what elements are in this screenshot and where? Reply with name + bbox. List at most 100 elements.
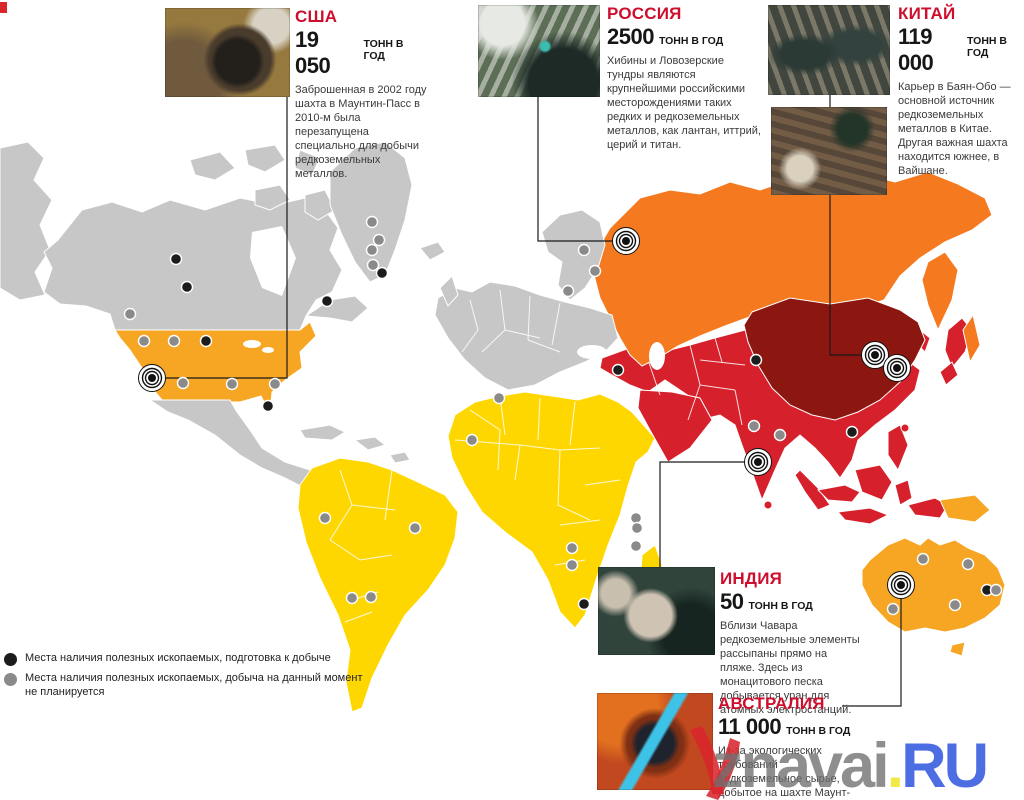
deposit-dot-not-planned: [886, 602, 900, 616]
mine-marker: [861, 341, 889, 369]
deposit-dot-not-planned: [565, 541, 579, 555]
corner-mark: [0, 2, 7, 13]
deposit-dot-not-planned: [268, 377, 282, 391]
deposit-dot-preparing: [199, 334, 213, 348]
country-name: КИТАЙ: [898, 4, 956, 23]
annual-tonnage: 2500: [607, 23, 654, 49]
tonnage-unit: ТОНН В ГОД: [748, 599, 813, 612]
deposit-dot-not-planned: [365, 243, 379, 257]
deposit-dot-preparing: [577, 597, 591, 611]
callout-usa: США 19 050 ТОНН В ГОД Заброшенная в 2002…: [295, 8, 427, 181]
country-description: Из-за экологических требований редкоземе…: [718, 744, 851, 800]
country-description: Карьер в Баян-Обо — основной источник ре…: [898, 80, 1011, 178]
country-russia: [593, 171, 993, 367]
usa-mine-photo: [165, 8, 290, 97]
deposit-dot-not-planned: [364, 590, 378, 604]
deposit-dot-not-planned: [137, 334, 151, 348]
callout-india: ИНДИЯ 50 ТОНН В ГОД Вблизи Чавара редкоз…: [720, 570, 860, 717]
deposit-dot-not-planned: [366, 258, 380, 272]
callout-china: КИТАЙ 119 000 ТОНН В ГОД Карьер в Баян-О…: [898, 5, 1022, 178]
annual-tonnage: 50: [720, 588, 744, 614]
deposit-dot-preparing: [180, 280, 194, 294]
deposit-dot-not-planned: [629, 539, 643, 553]
deposit-dot-not-planned: [408, 521, 422, 535]
deposit-dot-not-planned: [630, 521, 644, 535]
deposit-dot-not-planned: [345, 591, 359, 605]
tonnage-unit: ТОНН В ГОД: [786, 724, 851, 737]
mine-marker: [883, 354, 911, 382]
continent-north-america: [43, 141, 413, 331]
china-mine-photo-2: [771, 107, 887, 195]
deposit-dot-preparing: [611, 363, 625, 377]
annual-tonnage: 119 000: [898, 23, 934, 75]
deposit-dot-preparing: [169, 252, 183, 266]
deposit-dot-not-planned: [561, 284, 575, 298]
deposit-dot-preparing: [845, 425, 859, 439]
callout-russia: РОССИЯ 2500 ТОНН В ГОД Хибины и Ловозерс…: [607, 5, 762, 152]
country-description: Хибины и Ловозерские тундры являются кру…: [607, 54, 761, 152]
legend-item-not-planned: Места наличия полезных ископаемых, добыч…: [4, 672, 374, 700]
deposit-dot-not-planned: [372, 233, 386, 247]
country-name: АВСТРАЛИЯ: [718, 694, 825, 713]
deposit-dot-not-planned: [318, 511, 332, 525]
china-mine-photo-1: [768, 5, 890, 95]
black-dot-icon: [4, 653, 17, 666]
country-name: ИНДИЯ: [720, 569, 783, 588]
deposit-dot-preparing: [320, 294, 334, 308]
continent-europe: [419, 209, 665, 391]
deposit-dot-not-planned: [916, 552, 930, 566]
deposit-dot-not-planned: [961, 557, 975, 571]
mine-marker: [612, 227, 640, 255]
deposit-dot-not-planned: [492, 391, 506, 405]
legend-label: Места наличия полезных ископаемых, подго…: [25, 652, 331, 664]
deposit-dot-not-planned: [565, 558, 579, 572]
legend-item-preparing: Места наличия полезных ископаемых, подго…: [4, 652, 374, 666]
country-name: США: [295, 7, 338, 26]
country-name: РОССИЯ: [607, 4, 682, 23]
continent-ne-asia-fragment: [0, 141, 53, 301]
country-usa: [114, 321, 317, 416]
australia-mine-photo: [597, 693, 713, 790]
deposit-dot-preparing: [261, 399, 275, 413]
deposit-dot-not-planned: [365, 215, 379, 229]
gray-dot-icon: [4, 673, 17, 686]
india-mine-photo: [598, 567, 715, 655]
map-legend: Места наличия полезных ископаемых, подго…: [4, 652, 374, 706]
continent-south-america: [297, 457, 459, 713]
country-australia: [861, 537, 1006, 657]
deposit-dot-not-planned: [629, 511, 643, 525]
deposit-dots-layer: [123, 215, 1003, 616]
deposit-dot-not-planned: [747, 419, 761, 433]
country-description: Заброшенная в 2002 году шахта в Маунтин-…: [295, 83, 427, 181]
tonnage-unit: ТОНН В ГОД: [658, 34, 724, 47]
annual-tonnage: 19 050: [295, 26, 331, 78]
annual-tonnage: 11 000: [718, 713, 782, 739]
deposit-dot-not-planned: [123, 307, 137, 321]
deposit-dot-not-planned: [465, 433, 479, 447]
deposit-dot-not-planned: [948, 598, 962, 612]
region-central-america: [148, 399, 411, 499]
deposit-dot-not-planned: [773, 428, 787, 442]
deposit-dot-not-planned: [167, 334, 181, 348]
deposit-dot-not-planned: [577, 243, 591, 257]
callout-australia: АВСТРАЛИЯ 11 000 ТОНН В ГОД Из-за эколог…: [718, 695, 863, 800]
tonnage-unit: ТОНН В ГОД: [363, 37, 404, 62]
deposit-dot-not-planned: [176, 376, 190, 390]
mine-marker: [138, 364, 166, 392]
legend-label: Места наличия полезных ископаемых, добыч…: [25, 672, 363, 698]
callout-connectors: [166, 95, 902, 707]
deposit-dot-not-planned: [989, 583, 1003, 597]
tonnage-unit: ТОНН В ГОД: [967, 34, 1008, 59]
mine-marker: [744, 448, 772, 476]
deposit-dot-not-planned: [588, 264, 602, 278]
country-description: Вблизи Чавара редкоземельные элементы ра…: [720, 619, 860, 717]
mine-marker: [887, 571, 915, 599]
deposit-dot-preparing: [375, 266, 389, 280]
deposit-dot-not-planned: [225, 377, 239, 391]
greenland: [329, 141, 413, 283]
deposit-dot-preparing: [749, 353, 763, 367]
russia-mine-photo: [478, 5, 600, 97]
mine-markers-layer: [138, 227, 915, 599]
